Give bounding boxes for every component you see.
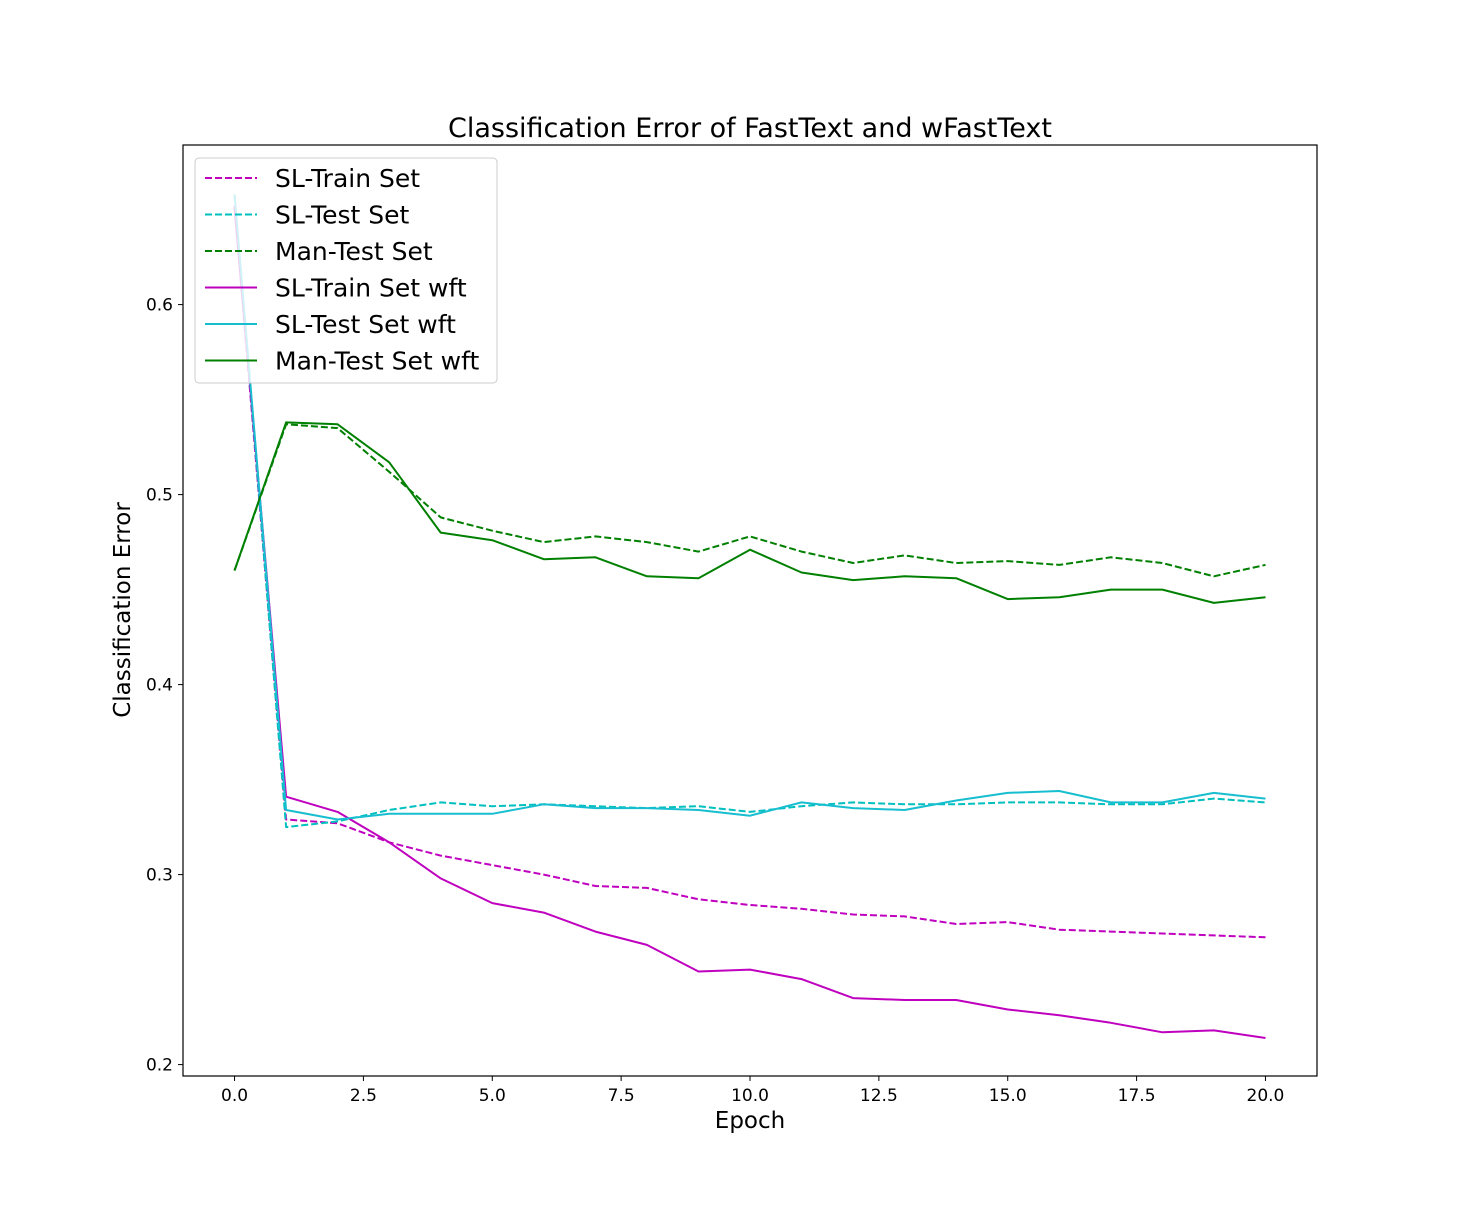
y-tick-label: 0.5 bbox=[146, 486, 173, 506]
x-tick-label: 10.0 bbox=[731, 1086, 769, 1106]
series-line-sl-test-set bbox=[233, 194, 1266, 829]
legend: SL-Train Set SL-Test Set Man-Test Set SL-Tr… bbox=[194, 157, 498, 384]
y-tick-label: 0.4 bbox=[146, 676, 173, 696]
chart-title: Classification Error of FastText and wFa… bbox=[448, 113, 1052, 144]
y-tick-label: 0.3 bbox=[146, 866, 173, 886]
y-tick-label: 0.6 bbox=[146, 296, 173, 316]
y-tick-label: 0.2 bbox=[146, 1056, 173, 1076]
x-axis: 0.0 2.5 5.0 7.5 10.0 12.5 15.0 17.5 20.0 bbox=[221, 1076, 1284, 1106]
x-tick-label: 20.0 bbox=[1247, 1086, 1285, 1106]
legend-label: SL-Train Set bbox=[275, 164, 420, 193]
x-tick-label: 15.0 bbox=[989, 1086, 1027, 1106]
series-line-man-test-set-wft bbox=[233, 421, 1266, 604]
x-tick-label: 17.5 bbox=[1118, 1086, 1156, 1106]
series-line-sl-train-set-wft bbox=[233, 207, 1266, 1039]
x-tick-label: 7.5 bbox=[608, 1086, 635, 1106]
x-axis-label: Epoch bbox=[715, 1108, 785, 1134]
legend-label: SL-Test Set wft bbox=[275, 310, 456, 339]
x-tick-label: 5.0 bbox=[479, 1086, 506, 1106]
y-axis: 0.2 0.3 0.4 0.5 0.6 bbox=[146, 296, 183, 1076]
series-line-sl-test-set-wft bbox=[233, 194, 1266, 821]
x-tick-label: 12.5 bbox=[860, 1086, 898, 1106]
x-tick-label: 2.5 bbox=[350, 1086, 377, 1106]
x-tick-label: 0.0 bbox=[221, 1086, 248, 1106]
legend-box bbox=[194, 157, 498, 384]
series-line-man-test-set bbox=[233, 423, 1266, 578]
legend-label: Man-Test Set bbox=[275, 237, 433, 266]
series-layer bbox=[233, 194, 1266, 1039]
series-line-sl-train-set bbox=[233, 205, 1266, 939]
legend-label: SL-Test Set bbox=[275, 201, 410, 230]
y-axis-label: Classification Error bbox=[110, 502, 136, 718]
legend-label: Man-Test Set wft bbox=[275, 347, 479, 376]
legend-label: SL-Train Set wft bbox=[275, 274, 467, 303]
